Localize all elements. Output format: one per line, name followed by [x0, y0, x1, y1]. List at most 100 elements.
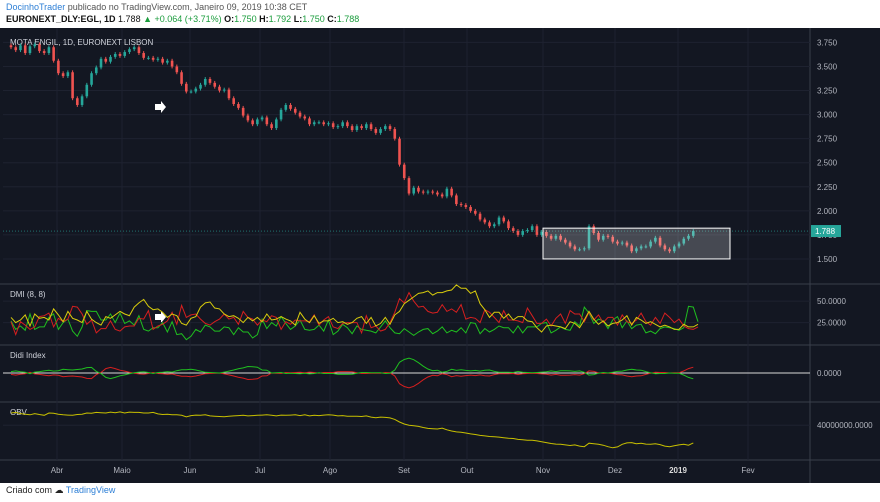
indicator-series-line: [10, 284, 699, 333]
arrow-right-icon: [155, 101, 166, 113]
candle-body: [606, 235, 610, 237]
candle-body: [673, 246, 676, 252]
candle-body: [331, 123, 335, 128]
candle-body: [14, 47, 18, 51]
candle-body: [526, 230, 529, 232]
candle-body: [578, 249, 581, 251]
price-tick-label: 3.000: [817, 111, 838, 120]
candle-body: [407, 178, 411, 194]
candle-body: [459, 204, 463, 206]
candle-body: [180, 72, 183, 84]
candle-body: [398, 138, 401, 165]
candle-body: [175, 66, 179, 73]
candle-body: [668, 249, 671, 252]
candle-body: [616, 241, 619, 244]
candle-body: [436, 192, 439, 195]
candle-body: [611, 236, 615, 242]
candle-body: [511, 228, 515, 232]
candle-body: [682, 238, 686, 244]
candle-body: [402, 164, 406, 179]
time-tick-label: Ago: [323, 466, 338, 475]
time-tick-label: Jul: [255, 466, 265, 475]
candle-body: [502, 217, 506, 222]
candle-body: [687, 235, 690, 239]
tradingview-logo-icon: ☁: [54, 485, 64, 495]
candle-body: [279, 109, 283, 120]
candle-body: [113, 53, 117, 57]
time-tick-label: Out: [461, 466, 475, 475]
candle-body: [540, 232, 543, 235]
author-link[interactable]: DocinhoTrader: [6, 2, 66, 12]
low-label: L:: [293, 14, 303, 24]
candle-body: [289, 104, 292, 109]
tradingview-brand-link[interactable]: TradingView: [65, 485, 116, 495]
price-tick-label: 2.500: [817, 159, 838, 168]
high-label: H:: [259, 14, 269, 24]
ohlc-line: EURONEXT_DLY:EGL, 1D 1.788 ▲ +0.064 (+3.…: [6, 14, 359, 24]
candle-body: [365, 124, 368, 129]
candle-body: [99, 58, 103, 68]
candle-body: [388, 126, 392, 130]
candle-body: [137, 47, 141, 54]
candle-body: [237, 104, 240, 108]
time-tick-label: 2019: [669, 466, 687, 475]
candle-body: [426, 191, 430, 193]
candle-body: [293, 108, 297, 113]
publication-line: DocinhoTrader publicado no TradingView.c…: [6, 2, 307, 12]
time-tick-label: Fev: [741, 466, 754, 475]
candle-body: [142, 53, 145, 58]
chart-title: MOTA ENGIL, 1D, EURONEXT LISBON: [10, 38, 154, 47]
up-arrow-icon: ▲: [143, 14, 153, 24]
candle-body: [194, 88, 198, 92]
annotation-rectangle: [542, 227, 731, 260]
time-tick-label: Maio: [113, 466, 131, 475]
candle-body: [649, 241, 652, 247]
candle-body: [208, 79, 212, 83]
high-value: 1.792: [268, 14, 292, 24]
candle-body: [431, 191, 434, 193]
candle-body: [521, 231, 524, 235]
price-tick-label: 2.250: [817, 183, 838, 192]
candle-body: [464, 205, 468, 207]
candle-body: [28, 46, 32, 54]
candle-body: [218, 86, 221, 91]
candle-body: [691, 231, 695, 236]
candle-body: [303, 116, 307, 119]
price-tick-label: 3.750: [817, 38, 838, 47]
candle-body: [251, 120, 254, 125]
open-label: O:: [224, 14, 235, 24]
candle-body: [601, 235, 605, 240]
chart-canvas[interactable]: Abr Maio Jun Jul Ago Set Out Nov Dez 2019 Fev 3.750…: [0, 28, 880, 483]
candle-body: [151, 57, 155, 60]
indicator-series-line: [10, 305, 699, 341]
candle-body: [639, 246, 643, 249]
price-change: +0.064 (+3.71%): [154, 14, 222, 24]
candle-body: [383, 126, 387, 130]
candle-body: [9, 45, 13, 48]
candle-body: [658, 237, 662, 246]
candle-body: [620, 242, 624, 244]
indicator-title: Didi Index: [10, 351, 46, 360]
candle-body: [369, 124, 373, 130]
candle-body: [241, 107, 245, 116]
candle-body: [374, 129, 378, 133]
candle-body: [360, 126, 363, 129]
candle-body: [379, 129, 382, 133]
candle-body: [256, 119, 259, 125]
chart-background: [0, 28, 880, 483]
indicator-tick-label: 25.0000: [817, 319, 846, 328]
indicator-series-line: [10, 357, 694, 380]
candle-body: [469, 206, 472, 211]
time-tick-label: Set: [398, 466, 411, 475]
open-value: 1.750: [234, 14, 257, 24]
candle-body: [284, 104, 288, 110]
candle-body: [450, 188, 453, 196]
candle-body: [85, 84, 89, 97]
candle-body: [42, 51, 46, 54]
candle-body: [474, 210, 477, 214]
indicator-series-line: [10, 411, 694, 449]
candle-body: [203, 79, 207, 85]
candle-body: [421, 191, 425, 193]
candle-body: [346, 122, 349, 127]
indicator-tick-label: 0.0000: [817, 369, 842, 378]
